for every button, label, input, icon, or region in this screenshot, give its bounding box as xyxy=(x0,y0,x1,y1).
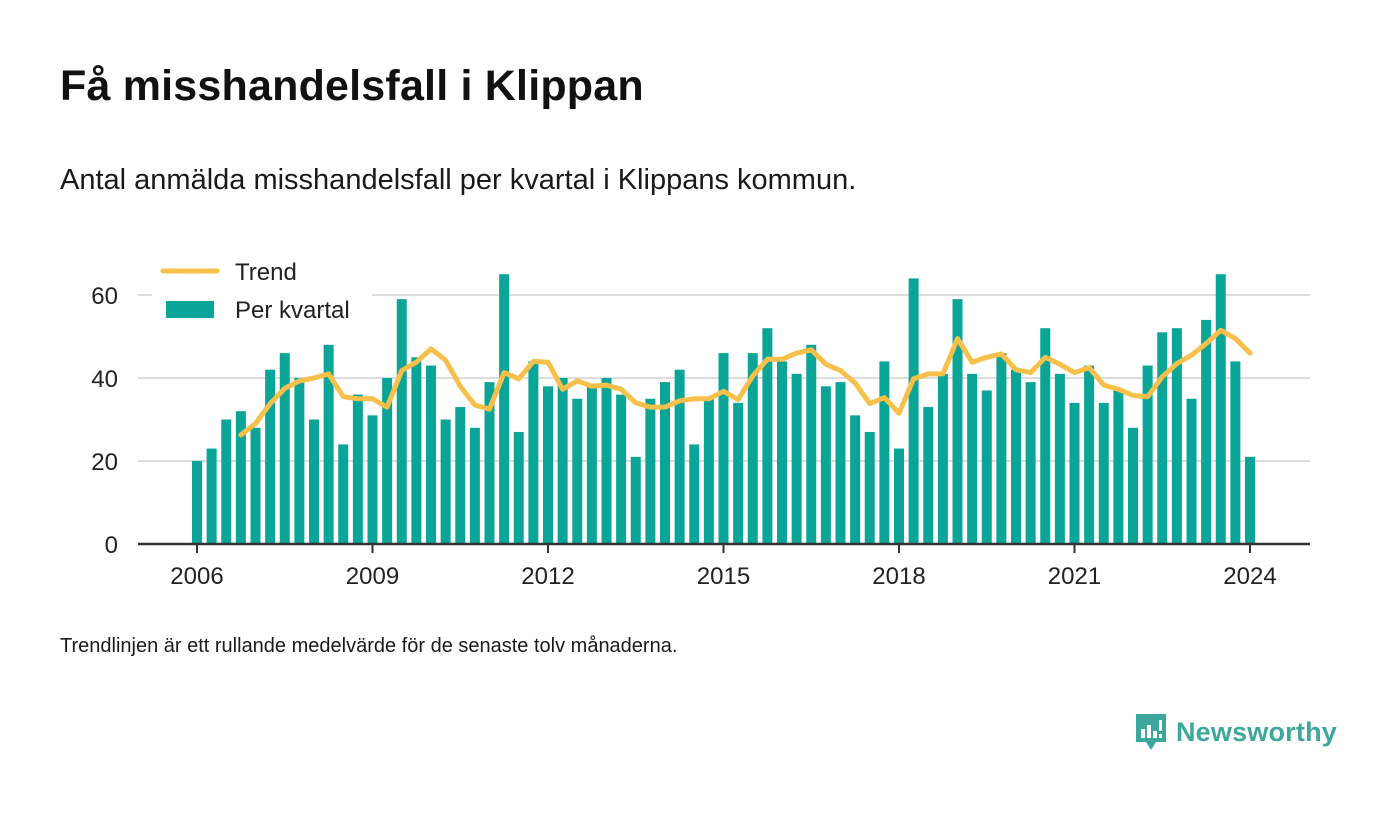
bar xyxy=(747,353,758,544)
trend-line-layer xyxy=(238,327,1253,438)
y-tick-label: 20 xyxy=(91,449,118,476)
bar xyxy=(689,444,700,544)
bar xyxy=(1230,361,1241,544)
bar xyxy=(323,344,334,544)
legend-trend-label: Trend xyxy=(235,259,297,286)
bar xyxy=(1201,319,1212,544)
bar xyxy=(1098,402,1109,544)
chart-title: Få misshandelsfall i Klippan xyxy=(60,62,644,110)
bar xyxy=(1171,328,1182,544)
bar xyxy=(1011,369,1021,544)
bar xyxy=(469,427,480,544)
bar xyxy=(543,386,553,544)
bar xyxy=(923,407,934,544)
brand-name: Newsworthy xyxy=(1175,716,1337,747)
bar xyxy=(1215,274,1226,544)
bar xyxy=(835,382,846,544)
y-tick-label: 40 xyxy=(91,366,118,393)
bar xyxy=(396,299,407,544)
axes: 0 20 40 60 2006 2009 2012 2015 2018 2021 2024 xyxy=(91,283,1310,590)
bar xyxy=(382,378,393,544)
bar xyxy=(309,419,319,544)
x-tick-label: 2006 xyxy=(170,563,223,590)
chart-subtitle: Antal anmälda misshandelsfall per kvarta… xyxy=(60,164,857,196)
bar xyxy=(440,419,451,544)
legend-bar-label: Per kvartal xyxy=(235,297,350,324)
x-tick-label: 2021 xyxy=(1048,563,1101,590)
bar xyxy=(528,361,539,544)
bar xyxy=(1025,382,1036,544)
bar xyxy=(294,378,305,544)
bar xyxy=(221,419,232,544)
bar xyxy=(660,382,670,544)
bar xyxy=(513,431,524,544)
bar xyxy=(338,444,349,544)
legend-bar-swatch xyxy=(166,301,214,318)
bar xyxy=(499,274,510,544)
bar xyxy=(674,369,685,544)
y-tick-label: 60 xyxy=(91,283,118,310)
bar xyxy=(1069,402,1080,544)
bar xyxy=(601,378,612,544)
bar xyxy=(1040,328,1051,544)
bar xyxy=(411,357,422,544)
bar xyxy=(967,373,978,544)
bar xyxy=(572,398,583,544)
bar xyxy=(192,461,202,544)
bar xyxy=(630,456,641,544)
legend: Trend Per kvartal xyxy=(152,252,372,328)
bar xyxy=(850,415,861,544)
x-tick-label: 2012 xyxy=(521,563,574,590)
bar xyxy=(952,299,963,544)
bars xyxy=(192,274,1255,544)
x-tick-label: 2009 xyxy=(346,563,399,590)
bar xyxy=(352,394,363,544)
bar xyxy=(937,373,948,544)
bar xyxy=(733,402,744,544)
bar xyxy=(367,415,378,544)
bar xyxy=(616,394,627,544)
bar xyxy=(1186,398,1197,544)
bar xyxy=(894,448,904,544)
bar xyxy=(206,448,217,544)
bar xyxy=(1142,365,1153,544)
bar xyxy=(1157,332,1168,544)
x-tick-label: 2024 xyxy=(1223,563,1276,590)
bar xyxy=(1084,365,1095,544)
bar xyxy=(703,398,714,544)
bar xyxy=(557,378,568,544)
bar xyxy=(981,390,992,544)
bar xyxy=(645,398,656,544)
brand[interactable]: Newsworthy xyxy=(1134,712,1337,752)
bar xyxy=(806,344,817,544)
bar xyxy=(879,361,890,544)
y-tick-label: 0 xyxy=(105,532,118,559)
bar xyxy=(996,353,1007,544)
bar xyxy=(718,353,729,544)
bar xyxy=(1128,427,1138,544)
bar xyxy=(864,431,875,544)
bar xyxy=(455,407,466,544)
bar xyxy=(279,353,290,544)
bar xyxy=(908,278,919,544)
bar xyxy=(484,382,495,544)
trend-line xyxy=(238,327,1253,438)
bar xyxy=(426,365,436,544)
bar xyxy=(762,328,773,544)
x-tick-label: 2015 xyxy=(697,563,750,590)
bar xyxy=(265,369,276,544)
bar xyxy=(250,427,261,544)
bar xyxy=(235,411,246,544)
bar xyxy=(777,361,787,544)
bar xyxy=(586,386,597,544)
footnote: Trendlinjen är ett rullande medelvärde f… xyxy=(60,635,678,657)
bar xyxy=(791,373,802,544)
x-tick-label: 2018 xyxy=(872,563,925,590)
bar xyxy=(1245,456,1255,544)
newsworthy-logo-icon xyxy=(1135,714,1166,750)
bar xyxy=(820,386,831,544)
bar xyxy=(1113,390,1124,544)
bar xyxy=(1054,373,1065,544)
